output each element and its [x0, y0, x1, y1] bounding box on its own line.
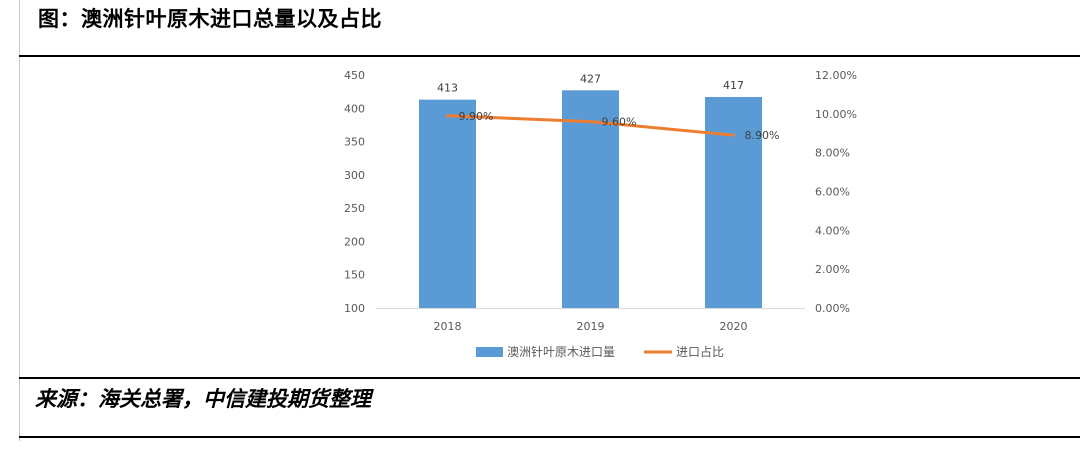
- line-series: [446, 114, 735, 137]
- y-tick-label: 250: [344, 202, 365, 215]
- figure-title: 图：澳洲针叶原木进口总量以及占比: [38, 7, 382, 31]
- y2-tick-label: 0.00%: [815, 302, 850, 315]
- y2-tick-label: 10.00%: [815, 108, 857, 121]
- y-tick-label: 450: [344, 69, 365, 82]
- y-tick-label: 150: [344, 269, 365, 282]
- y2-tick-label: 2.00%: [815, 263, 850, 276]
- legend-line-label: 进口占比: [676, 344, 724, 359]
- bar: [562, 90, 619, 308]
- chart: 100 150 200 250 300 350 400 450 0.00% 2.00% 4.00%…: [344, 69, 857, 359]
- line-data-label: 8.90%: [745, 129, 780, 142]
- right-axis-ticks: 0.00% 2.00% 4.00% 6.00% 8.00% 10.00% 12.00%: [815, 69, 857, 315]
- bar-data-label: 427: [580, 72, 601, 85]
- bottom-rule: [19, 436, 1080, 438]
- x-tick-label: 2020: [720, 320, 748, 333]
- y-tick-label: 350: [344, 136, 365, 149]
- top-rule: [19, 55, 1080, 57]
- y2-tick-label: 6.00%: [815, 186, 850, 199]
- y-tick-label: 400: [344, 102, 365, 115]
- bar-data-labels: 413 427 417: [437, 72, 744, 94]
- bar-series: [419, 90, 762, 308]
- left-axis-ticks: 100 150 200 250 300 350 400 450: [344, 69, 365, 315]
- y2-tick-label: 8.00%: [815, 147, 850, 160]
- y-tick-label: 300: [344, 169, 365, 182]
- line-data-label: 9.60%: [602, 116, 637, 129]
- y-tick-label: 200: [344, 235, 365, 248]
- source-note: 来源：海关总署，中信建投期货整理: [35, 387, 371, 411]
- y2-tick-label: 4.00%: [815, 224, 850, 237]
- line-data-labels: 9.90% 9.60% 8.90%: [459, 110, 780, 142]
- y-tick-label: 100: [344, 302, 365, 315]
- middle-rule: [19, 377, 1080, 379]
- bar-data-label: 417: [723, 79, 744, 92]
- legend-bar-label: 澳洲针叶原木进口量: [507, 344, 615, 359]
- legend: 澳洲针叶原木进口量 进口占比: [476, 344, 724, 359]
- x-tick-label: 2019: [577, 320, 605, 333]
- y2-tick-label: 12.00%: [815, 69, 857, 82]
- bar-data-label: 413: [437, 82, 458, 95]
- bar: [419, 99, 476, 308]
- x-tick-label: 2018: [434, 320, 462, 333]
- legend-bar-swatch: [476, 347, 503, 357]
- line-data-label: 9.90%: [459, 110, 494, 123]
- left-border: [19, 0, 20, 441]
- x-axis-ticks: 2018 2019 2020: [434, 320, 748, 333]
